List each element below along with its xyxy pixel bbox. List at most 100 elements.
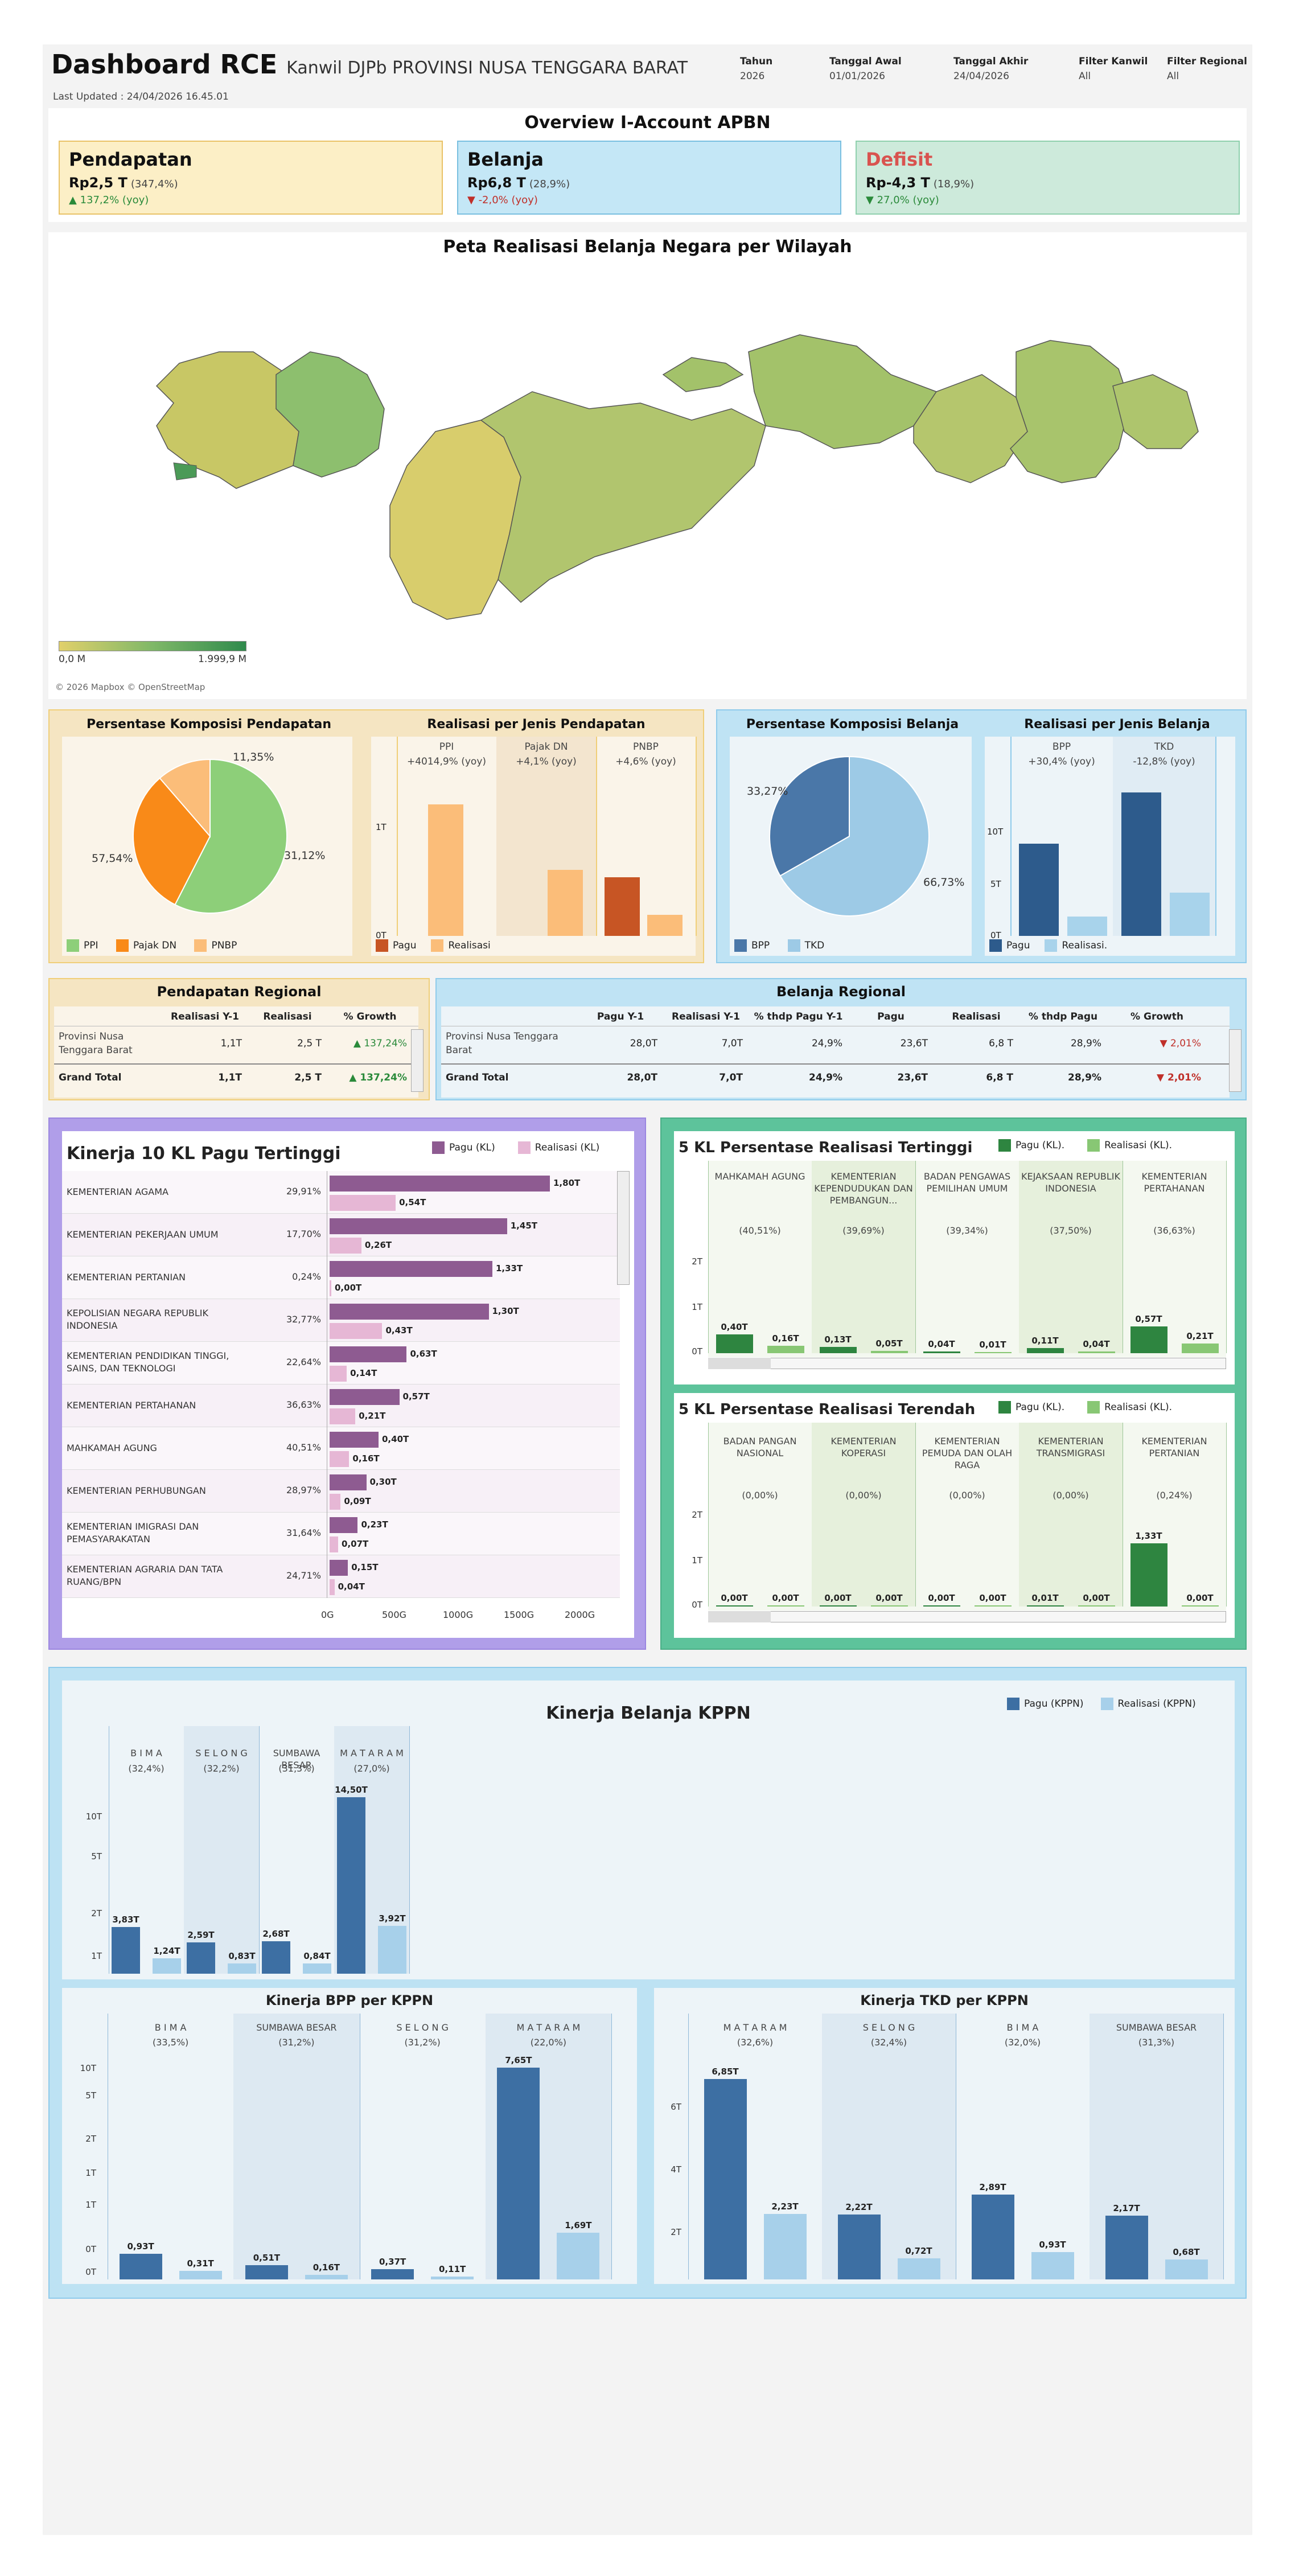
pagu-bar[interactable] (1105, 2216, 1148, 2279)
realisasi-bar[interactable] (767, 1345, 804, 1353)
realisasi-bar[interactable] (548, 885, 583, 936)
pagu-bar[interactable] (330, 1560, 348, 1576)
pagu-bar[interactable] (971, 2195, 1014, 2279)
h-scrollbar[interactable] (708, 1611, 1226, 1622)
pagu-bar[interactable] (112, 1927, 140, 1974)
realisasi-bar[interactable] (1181, 1343, 1219, 1353)
table-scrollbar[interactable] (1229, 1029, 1241, 1092)
realisasi-bar[interactable] (557, 2232, 600, 2279)
pagu-bar[interactable] (819, 1347, 857, 1353)
axis-tick: 1000G (443, 1609, 474, 1620)
realisasi-bar[interactable] (303, 1963, 331, 1974)
pagu-bar[interactable] (119, 2253, 162, 2279)
realisasi-bar[interactable] (974, 1352, 1012, 1353)
pagu-bar[interactable] (837, 2214, 881, 2279)
overview-card-0[interactable]: Pendapatan Rp2,5 T (347,4%) ▲ 137,2% (yoy) (59, 141, 443, 215)
realisasi-bar[interactable] (330, 1323, 383, 1339)
filter-kanwil[interactable]: Filter Kanwil All (1079, 56, 1148, 82)
region-map[interactable] (48, 261, 1247, 665)
realisasi-bar[interactable] (305, 2275, 348, 2279)
pie-slice[interactable] (159, 758, 211, 838)
pagu-bar[interactable] (330, 1218, 507, 1234)
pagu-bar[interactable] (1130, 1326, 1167, 1353)
pagu-bar[interactable] (371, 2269, 414, 2279)
pagu-bar[interactable] (716, 1605, 753, 1607)
realisasi-bar[interactable] (330, 1579, 335, 1595)
table-scrollbar[interactable] (411, 1029, 424, 1092)
realisasi-bar[interactable] (1078, 1351, 1115, 1353)
belanja-pie[interactable]: 66,73% 33,27% (730, 737, 972, 956)
pagu-bar[interactable] (330, 1474, 367, 1490)
realisasi-bar[interactable] (1170, 893, 1210, 936)
pagu-bar[interactable] (330, 1517, 358, 1533)
realisasi-bar[interactable] (870, 1350, 908, 1353)
overview-card-2[interactable]: Defisit Rp-4,3 T (18,9%) ▼ 27,0% (yoy) (856, 141, 1240, 215)
h-scrollbar-thumb[interactable] (708, 1611, 771, 1622)
realisasi-bar[interactable] (431, 2276, 474, 2279)
pagu-bar[interactable] (330, 1176, 550, 1192)
realisasi-bar[interactable] (179, 2270, 222, 2279)
pagu-bar[interactable] (337, 1797, 365, 1974)
filter-label: Tanggal Awal (829, 56, 902, 67)
realisasi-bar[interactable] (1181, 1605, 1219, 1607)
pagu-bar[interactable] (245, 2265, 288, 2279)
overview-card-1[interactable]: Belanja Rp6,8 T (28,9%) ▼ -2,0% (yoy) (457, 141, 841, 215)
pagu-bar[interactable] (704, 2079, 747, 2279)
pagu-bar[interactable] (716, 1334, 753, 1353)
pie-slice[interactable] (133, 777, 211, 906)
pagu-bar[interactable] (330, 1432, 379, 1448)
filter-tahun[interactable]: Tahun 2026 (740, 56, 772, 82)
pie-slice[interactable] (174, 758, 287, 914)
realisasi-bar[interactable] (153, 1958, 181, 1974)
filter-regional[interactable]: Filter Regional All (1167, 56, 1247, 82)
realisasi-bar[interactable] (330, 1238, 361, 1254)
pagu-bar[interactable] (605, 877, 640, 936)
pendapatan-pie[interactable]: 57,54% 31,12% 11,35% (62, 737, 352, 956)
pagu-bar[interactable] (1121, 792, 1161, 936)
pagu-bar[interactable] (923, 1351, 960, 1353)
pagu-bar[interactable] (923, 1605, 960, 1607)
pagu-bar[interactable] (497, 2068, 540, 2279)
realisasi-bar[interactable] (330, 1494, 341, 1510)
realisasi-bar[interactable] (330, 1451, 350, 1467)
pagu-bar[interactable] (330, 1304, 489, 1320)
realisasi-bar[interactable] (228, 1963, 256, 1974)
h-scrollbar-thumb[interactable] (708, 1358, 771, 1369)
realisasi-bar[interactable] (330, 1536, 339, 1552)
filter-tanggal-akhir[interactable]: Tanggal Akhir 24/04/2026 (953, 56, 1028, 82)
pagu-bar[interactable] (1019, 843, 1059, 936)
pagu-bar[interactable] (1130, 1543, 1167, 1607)
pagu-bar[interactable] (262, 1941, 290, 1974)
realisasi-bar[interactable] (870, 1605, 908, 1607)
filter-tanggal-awal[interactable]: Tanggal Awal 01/01/2026 (829, 56, 902, 82)
pagu-bar[interactable] (819, 1605, 857, 1607)
realisasi-bar[interactable] (330, 1408, 356, 1424)
realisasi-bar[interactable] (330, 1280, 331, 1296)
h-scrollbar[interactable] (708, 1358, 1226, 1369)
realisasi-bar[interactable] (330, 1366, 347, 1382)
legend-item: Pagu (KL). (1016, 1140, 1065, 1151)
realisasi-bar[interactable] (378, 1926, 406, 1974)
realisasi-bar[interactable] (647, 914, 683, 936)
scrollbar[interactable] (617, 1171, 630, 1285)
realisasi-bar[interactable] (1031, 2252, 1074, 2279)
pagu-bar[interactable] (330, 1261, 492, 1277)
realisasi-bar[interactable] (763, 2214, 807, 2279)
realisasi-bar[interactable] (767, 1605, 804, 1607)
pie-slice[interactable] (769, 755, 850, 877)
pagu-bar[interactable] (187, 1942, 215, 1974)
realisasi-bar[interactable] (1078, 1605, 1115, 1607)
realisasi-bar[interactable] (1067, 917, 1107, 936)
pagu-bar[interactable] (330, 1389, 400, 1405)
pagu-bar[interactable] (1026, 1605, 1064, 1607)
pagu-bar[interactable] (330, 1346, 407, 1362)
realisasi-bar[interactable] (1165, 2259, 1208, 2279)
realisasi-value-label: 0,00T (1083, 1593, 1110, 1603)
realisasi-bar[interactable] (974, 1605, 1012, 1607)
realisasi-bar[interactable] (330, 1195, 396, 1211)
realisasi-bar[interactable] (428, 804, 463, 936)
axis-tick: 1T (692, 1555, 702, 1566)
realisasi-bar[interactable] (897, 2258, 940, 2279)
pagu-bar[interactable] (1026, 1347, 1064, 1353)
pie-slice[interactable] (779, 755, 930, 917)
